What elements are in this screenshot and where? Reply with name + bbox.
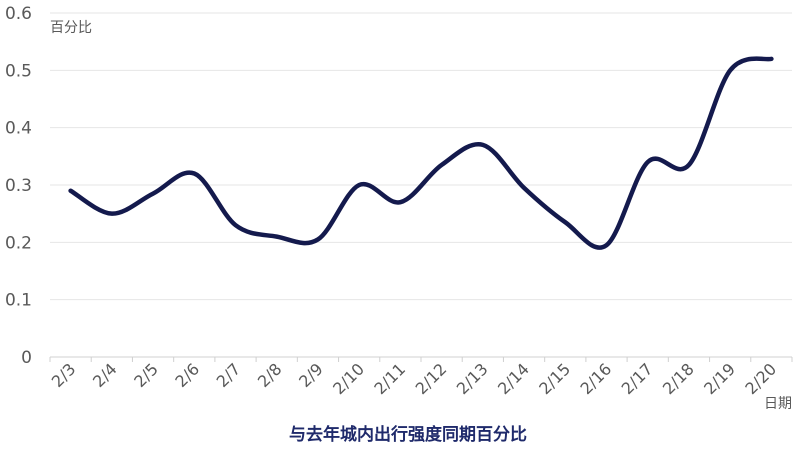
data-point: [151, 192, 155, 196]
data-point: [563, 220, 567, 224]
x-tick-label: 2/20: [741, 359, 780, 398]
data-point: [522, 186, 526, 190]
gridlines: [50, 12, 792, 358]
data-point: [316, 237, 320, 241]
x-tick-label: 2/7: [213, 359, 245, 391]
x-tick-label: 2/4: [89, 359, 121, 391]
x-tick-label: 2/9: [295, 359, 327, 391]
y-tick-label: 0.6: [5, 4, 32, 24]
y-tick-label: 0.3: [5, 176, 32, 196]
series-layer: [68, 56, 774, 250]
x-tick-label: 2/13: [453, 359, 492, 398]
x-tick-label: 2/11: [370, 359, 409, 398]
x-tick-label: 2/3: [48, 359, 80, 391]
x-tick-label: 2/18: [659, 359, 698, 398]
x-tick-label: 2/19: [700, 359, 739, 398]
y-tick-label: 0.5: [5, 61, 32, 81]
x-tick-label: 2/15: [535, 359, 574, 398]
y-tick-label: 0.1: [5, 291, 32, 311]
y-tick-label: 0: [21, 348, 32, 368]
x-tick-label: 2/17: [618, 359, 657, 398]
y-axis-label: 百分比: [50, 20, 92, 36]
data-point: [646, 160, 650, 164]
data-point: [687, 163, 691, 167]
data-point: [192, 172, 196, 176]
y-tick-label: 0.2: [5, 233, 32, 253]
data-point: [728, 68, 732, 72]
y-tick-label: 0.4: [5, 119, 32, 139]
x-tick-label: 2/5: [130, 359, 162, 391]
data-point: [440, 163, 444, 167]
x-tick-label: 2/12: [412, 359, 451, 398]
x-axis-ticks: 2/3 2/4 2/5 2/6 2/7 2/8 2/9 2/10 2/11 2/12 2/13 2/1…: [48, 357, 793, 398]
chart-title: 与去年城内出行强度同期百分比: [289, 424, 527, 445]
x-tick-label: 2/8: [254, 359, 286, 391]
x-tick-label: 2/14: [494, 359, 533, 398]
data-point: [605, 243, 609, 247]
data-point: [234, 223, 238, 227]
x-axis-label: 日期: [764, 396, 792, 412]
data-point: [69, 189, 73, 193]
data-point: [275, 235, 279, 239]
series-line: [68, 56, 774, 250]
x-tick-label: 2/6: [171, 359, 203, 391]
x-tick-label: 2/10: [329, 359, 368, 398]
data-point: [398, 200, 402, 204]
data-point: [769, 57, 773, 61]
data-point: [481, 143, 485, 147]
data-point: [357, 183, 361, 187]
x-tick-label: 2/16: [576, 359, 615, 398]
y-axis-ticks: 0 0.1 0.2 0.3 0.4 0.5 0.6: [5, 4, 32, 368]
data-point: [110, 212, 114, 216]
